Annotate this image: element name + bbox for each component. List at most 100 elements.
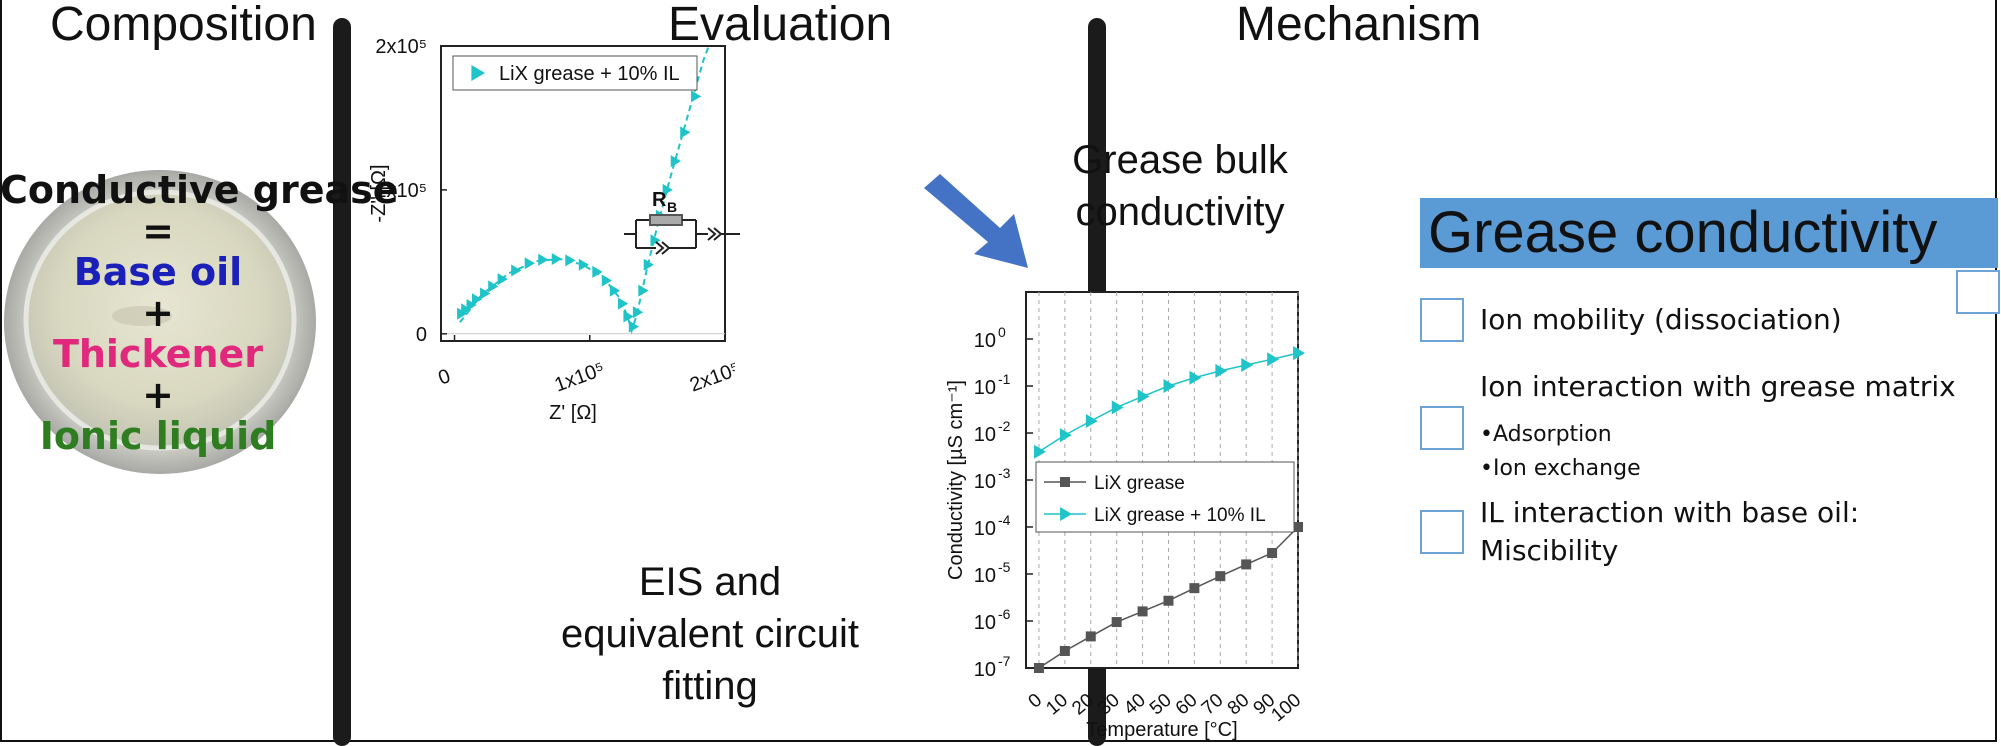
conductivity-y-tick-exponent: -6 [998,606,1011,622]
nyquist-data-point [524,257,535,270]
conductivity-x-tick-label: 50 [1146,690,1176,720]
composition-line-base-oil: Base oil [73,250,243,294]
conductivity-legend-marker [1060,477,1070,487]
bulk-label-line2: conductivity [1075,190,1285,234]
conductivity-y-tick-label: 10 [974,565,996,587]
nyquist-legend-label: LiX grease + 10% IL [499,63,680,85]
nyquist-y-tick-label: 1x10⁵ [375,180,427,202]
nyquist-data-point [632,306,644,319]
conductivity-legend-box [1035,461,1295,533]
nyquist-data-point [623,310,634,323]
conductivity-data-point [1267,547,1278,558]
nyquist-data-point [670,155,681,168]
nyquist-x-tick-label: 2x10⁵ [687,358,735,396]
nyquist-y-tick-label: 2x10⁵ [375,36,427,58]
conductivity-data-point [1137,606,1148,617]
checkbox-grease-matrix[interactable] [1420,406,1464,450]
nyquist-data-point [592,265,603,278]
checkbox-base-oil[interactable] [1420,510,1464,554]
conductivity-data-point [1215,571,1226,582]
nyquist-data-point [638,284,649,297]
checkbox-ion-mobility[interactable] [1420,298,1464,342]
nyquist-data-point [471,293,483,306]
conductivity-data-point [1085,631,1096,642]
conductivity-y-tick-label: 10 [974,330,996,352]
mechanism-item-base-oil: IL interaction with base oil: [1480,496,1860,529]
conductivity-data-point [1163,595,1174,606]
mechanism-item-miscibility: Miscibility [1480,534,1619,567]
conductivity-x-tick-label: 80 [1224,690,1254,720]
evaluation-title: Evaluation [668,0,893,51]
nyquist-x-axis-label: Z' [Ω] [549,402,597,424]
composition-line-equals: = [142,209,174,253]
nyquist-data-point [480,287,491,300]
composition-line-ionic-liquid: Ionic liquid [39,414,277,458]
conductivity-data-point [1293,522,1303,532]
mechanism-item-ion-mobility: Ion mobility (dissociation) [1480,303,1842,336]
nyquist-data-point [551,252,562,265]
nyquist-data-point [461,303,472,316]
eis-label-line3: fitting [662,664,758,708]
conductivity-x-tick-label: 60 [1172,690,1202,720]
conductivity-y-tick-exponent: -4 [998,512,1011,528]
conductivity-data-point [1189,370,1202,385]
conductivity-y-tick-label: 10 [974,518,996,540]
circuit-r-label: R [652,189,667,211]
flow-arrow-icon [924,174,1028,268]
nyquist-data-point [618,297,629,310]
conductivity-data-point [1189,583,1200,594]
bulk-label-line1: Grease bulk [1072,138,1288,182]
conductivity-data-point [1085,414,1098,429]
mechanism-header-text: Grease conductivity [1428,200,1938,265]
nyquist-fit-line [459,45,710,335]
nyquist-data-point [680,126,691,139]
nyquist-legend-marker [471,65,485,81]
mechanism-bullet-adsorption: •Adsorption [1480,422,1612,447]
nyquist-x-tick-label: 0 [435,365,453,389]
nyquist-data-point [650,234,661,247]
composition-line-conductive-grease: Conductive grease [0,168,399,212]
nyquist-data-point [609,284,621,297]
nyquist-data-point [691,90,702,103]
conductivity-data-point [1267,352,1280,367]
nyquist-legend-box [452,55,698,91]
nyquist-y-axis-label: -Z'' [Ω] [368,164,390,222]
conductivity-y-axis-label: Conductivity [µS cm⁻¹] [945,380,967,580]
nyquist-data-point [628,320,640,333]
nyquist-data-point [466,299,477,312]
nyquist-data-point [601,274,612,287]
conductivity-x-tick-label: 20 [1068,690,1098,720]
circuit-r-subscript: B [667,199,677,215]
eis-label-line2: equivalent circuit [561,612,859,656]
conductivity-data-point [1111,617,1122,628]
conductivity-y-tick-label: 10 [974,377,996,399]
conductivity-data-point [1241,559,1252,570]
conductivity-y-tick-exponent: 0 [998,324,1006,340]
conductivity-x-tick-label: 40 [1120,690,1150,720]
left-divider [333,18,351,746]
conductivity-x-tick-label: 0 [1025,690,1047,713]
conductivity-data-point [1111,400,1124,415]
conductivity-y-tick-label: 10 [974,471,996,493]
nyquist-data-point [662,183,673,196]
conductivity-x-tick-label: 100 [1267,690,1305,726]
mechanism-item-grease-matrix: Ion interaction with grease matrix [1480,370,1956,403]
conductivity-legend-marker [1060,507,1072,521]
conductivity-chart: 010203040506070809010010-710-610-510-410… [945,291,1305,741]
conductivity-legend-label: LiX grease + 10% IL [1094,505,1266,526]
nyquist-data-point [488,280,499,293]
nyquist-data-point [538,253,549,266]
conductivity-x-tick-label: 70 [1198,690,1228,720]
conductivity-data-point [1293,346,1305,361]
conductivity-y-tick-label: 10 [974,659,996,681]
nyquist-data-point [511,264,522,277]
conductivity-data-point [1059,428,1072,443]
nyquist-chart: 0 1x10⁵ 2x10⁵ 0 1x10⁵ 2x10⁵ Z' [Ω] -Z'' [Ω] LiX … [368,36,735,424]
composition-title: Composition [50,0,317,51]
conductivity-data-point [1033,663,1044,673]
checkbox-header[interactable] [1956,270,2000,314]
grease-sample-photo [2,168,322,476]
conductivity-data-point [1241,357,1254,372]
conductivity-x-tick-label: 10 [1042,690,1072,720]
